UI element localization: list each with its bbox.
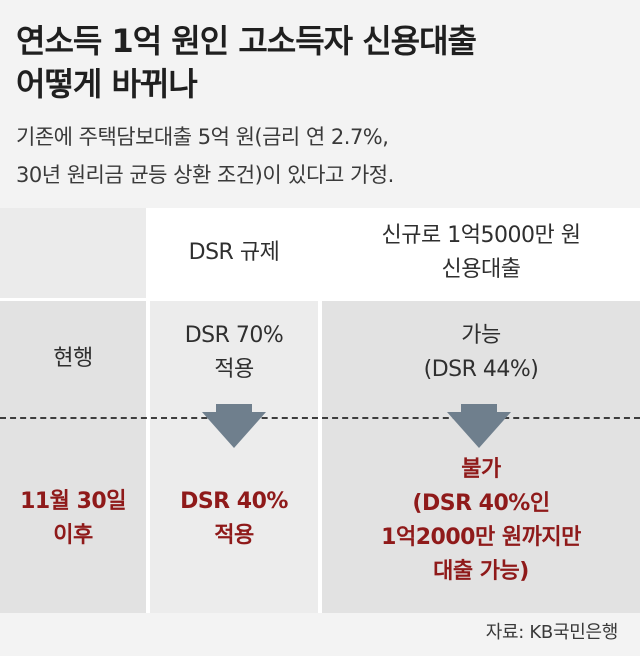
row-after-loan-line-2: (DSR 40%인 (412, 491, 550, 516)
row-current-label-text: 현행 (53, 346, 93, 371)
row-after-loan-line-4: 대출 가능) (433, 559, 529, 584)
subtitle-line-2: 30년 원리금 균등 상환 조건)이 있다고 가정. (16, 163, 394, 187)
source-credit: 자료: KB국민은행 (485, 622, 619, 643)
column-divider-2 (318, 208, 322, 613)
row-current-dsr-line-2: 적용 (214, 357, 254, 382)
row-current-loan-line-1: 가능 (461, 323, 501, 348)
title-line-1: 연소득 1억 원인 고소득자 신용대출 (16, 22, 477, 60)
header-loan-line-2: 신용대출 (441, 257, 521, 282)
title-line-2: 어떻게 바뀌나 (16, 65, 198, 103)
row-after-label: 11월 30일 이후 (0, 444, 146, 594)
subtitle-line-1: 기존에 주택담보대출 5억 원(금리 연 2.7%, (16, 125, 389, 149)
row-current-dsr: DSR 70% 적용 (150, 301, 318, 405)
row-after-loan-line-3: 1억2000만 원까지만 (381, 525, 581, 550)
row-current-dsr-line-1: DSR 70% (184, 323, 284, 348)
page-title: 연소득 1억 원인 고소득자 신용대출 어떻게 바뀌나 (16, 20, 626, 106)
row-divider-dashed (0, 417, 640, 419)
header-divider (0, 298, 640, 301)
header-dsr-text: DSR 규제 (188, 240, 280, 265)
row-current-label: 현행 (0, 301, 146, 417)
down-arrow-icon (202, 404, 266, 448)
row-current-loan-line-2: (DSR 44%) (423, 357, 539, 382)
row-after-loan-line-1: 불가 (461, 457, 501, 482)
row-after-label-line-1: 11월 30일 (20, 489, 126, 514)
header-cell-dsr (148, 208, 320, 298)
row-after-dsr-line-2: 적용 (214, 523, 254, 548)
column-divider-1 (146, 208, 150, 613)
down-arrow-icon (447, 404, 511, 448)
row-after-loan: 불가 (DSR 40%인 1억2000만 원까지만 대출 가능) (322, 446, 640, 596)
row-after-dsr: DSR 40% 적용 (150, 444, 318, 594)
header-loan-line-1: 신규로 1억5000만 원 (381, 223, 581, 248)
comparison-table: DSR 규제 신규로 1억5000만 원 신용대출 현행 DSR 70% 적용 … (0, 208, 640, 613)
header-dsr-regulation: DSR 규제 (150, 208, 318, 298)
assumption-note: 기존에 주택담보대출 5억 원(금리 연 2.7%, 30년 원리금 균등 상환… (16, 118, 626, 194)
header-new-credit-loan: 신규로 1억5000만 원 신용대출 (322, 208, 640, 298)
header-corner-cell (0, 208, 148, 298)
row-current-loan: 가능 (DSR 44%) (322, 301, 640, 405)
header-cell-loan (320, 208, 640, 298)
row-after-dsr-line-1: DSR 40% (180, 489, 288, 514)
row-after-label-line-2: 이후 (53, 523, 93, 548)
